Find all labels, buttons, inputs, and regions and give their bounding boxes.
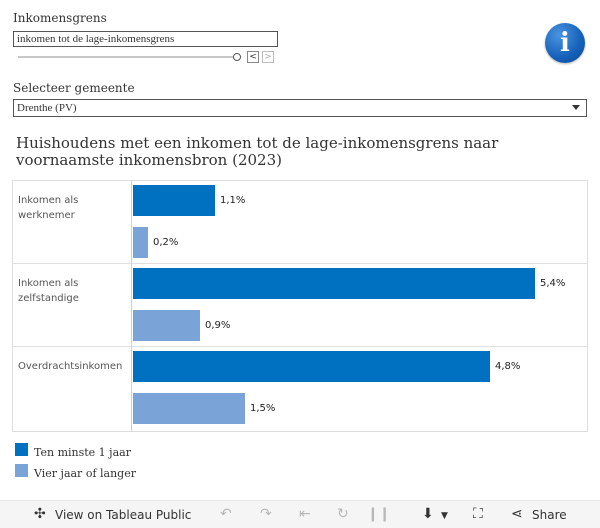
bar[interactable] <box>133 227 148 258</box>
share-icon[interactable]: ⋖ <box>511 506 523 522</box>
next-step-button[interactable]: > <box>262 51 274 63</box>
category-label: Inkomen als werknemer <box>18 195 79 221</box>
category-axis-line <box>131 180 132 432</box>
download-icon[interactable]: ⬇ <box>422 506 434 522</box>
legend-swatch-series-1 <box>15 443 28 456</box>
undo-icon[interactable]: ↶ <box>220 506 232 522</box>
chart-frame <box>12 180 588 432</box>
view-on-tableau-link[interactable]: View on Tableau Public <box>55 508 192 522</box>
pause-icon[interactable]: ❙❙ <box>367 506 391 522</box>
refresh-icon[interactable]: ↻ <box>337 506 349 522</box>
row-separator <box>12 263 588 264</box>
municipality-label: Selecteer gemeente <box>13 81 135 95</box>
share-button[interactable]: Share <box>532 508 567 522</box>
municipality-select-value: Drenthe (PV) <box>17 102 77 114</box>
category-label: Inkomen als zelfstandige <box>18 278 79 304</box>
income-threshold-field[interactable]: inkomen tot de lage-inkomensgrens <box>13 31 278 47</box>
chart-title: Huishoudens met een inkomen tot de lage-… <box>16 134 499 169</box>
bar[interactable] <box>133 310 200 341</box>
fullscreen-icon[interactable]: ⛶ <box>473 506 483 522</box>
row-separator <box>12 346 588 347</box>
bar-data-label: 1,5% <box>250 403 276 414</box>
legend-label-series-2: Vier jaar of langer <box>34 467 136 480</box>
income-threshold-label: Inkomensgrens <box>13 11 107 25</box>
category-label: Overdrachtsinkomen <box>18 361 123 372</box>
dropdown-arrow-icon <box>572 105 580 110</box>
bar-data-label: 4,8% <box>495 361 521 372</box>
legend-swatch-series-2 <box>15 464 28 477</box>
bar-data-label: 1,1% <box>220 195 246 206</box>
income-threshold-slider-track[interactable] <box>18 56 238 58</box>
bar-data-label: 5,4% <box>540 278 566 289</box>
tableau-logo-icon: ✣ <box>34 506 46 522</box>
redo-icon[interactable]: ↷ <box>260 506 272 522</box>
bar-data-label: 0,9% <box>205 320 231 331</box>
download-chevron-icon[interactable]: ▼ <box>441 511 448 521</box>
bar[interactable] <box>133 393 245 424</box>
bar[interactable] <box>133 268 535 299</box>
bar-data-label: 0,2% <box>153 237 179 248</box>
revert-icon[interactable]: ⇤ <box>299 506 311 522</box>
info-icon[interactable]: i <box>545 23 585 63</box>
legend-label-series-1: Ten minste 1 jaar <box>34 446 131 459</box>
bar[interactable] <box>133 185 215 216</box>
bar[interactable] <box>133 351 490 382</box>
prev-step-button[interactable]: < <box>247 51 259 63</box>
income-threshold-slider-thumb[interactable] <box>233 53 241 61</box>
tableau-toolbar: ✣ View on Tableau Public ↶ ↷ ⇤ ↻ ❙❙ ⬇ ▼ … <box>0 500 600 528</box>
municipality-select[interactable]: Drenthe (PV) <box>13 99 587 117</box>
